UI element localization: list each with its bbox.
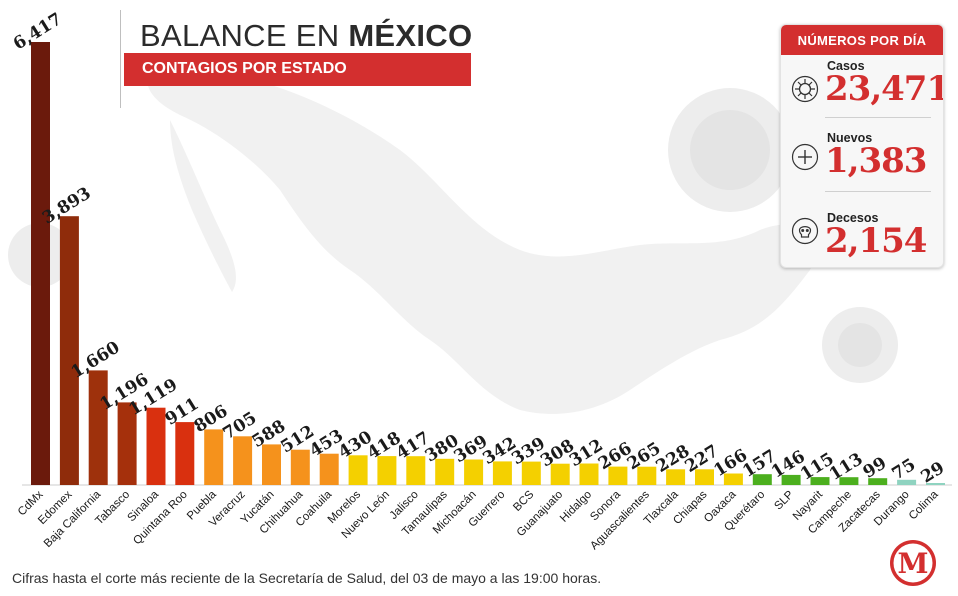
- bar: [839, 477, 859, 485]
- bar: [695, 469, 714, 485]
- stat-divider: [825, 191, 931, 192]
- panel-title: NÚMEROS POR DÍA: [781, 25, 943, 55]
- bar: [781, 474, 801, 485]
- stat-divider: [825, 117, 931, 118]
- category-label: BCS: [511, 488, 536, 513]
- new-cases-value: 1,383: [825, 141, 927, 181]
- bar: [926, 483, 945, 485]
- svg-text:M: M: [898, 547, 929, 580]
- page-title: BALANCE EN MÉXICO: [140, 18, 473, 53]
- cases-label: Casos: [827, 59, 865, 73]
- new-cases-label: Nuevos: [827, 131, 873, 145]
- bar: [752, 474, 772, 485]
- bar: [810, 477, 830, 485]
- bar: [31, 42, 50, 485]
- bar: [262, 444, 281, 485]
- category-label: Colima: [907, 488, 941, 522]
- subtitle-banner: [124, 53, 471, 86]
- bar: [146, 407, 166, 485]
- category-label: SLP: [772, 488, 796, 512]
- milenio-logo: M: [890, 540, 936, 586]
- bar: [868, 478, 888, 485]
- cases-value: 23,471: [825, 69, 944, 109]
- bar: [435, 458, 455, 485]
- deaths-value: 2,154: [825, 221, 927, 261]
- daily-numbers-panel: NÚMEROS POR DÍA Casos 23,471 Nuevos 1,38…: [780, 24, 944, 268]
- bar: [492, 461, 512, 485]
- skull-icon: [791, 217, 819, 245]
- bar: [348, 455, 368, 485]
- bar: [88, 370, 108, 485]
- bar: [579, 463, 599, 485]
- bar: [897, 479, 917, 485]
- bar: [204, 429, 224, 485]
- bar: [637, 466, 657, 485]
- bar: [59, 216, 79, 485]
- deaths-label: Decesos: [827, 211, 879, 225]
- bar: [377, 456, 397, 485]
- bar: [290, 449, 310, 485]
- bar: [406, 456, 426, 485]
- bar: [608, 466, 628, 485]
- bar: [521, 461, 541, 485]
- bar: [319, 453, 339, 485]
- plus-icon: [791, 143, 819, 171]
- bar: [550, 463, 570, 485]
- bar: [175, 422, 195, 485]
- chart-subtitle: CONTAGIOS POR ESTADO: [142, 60, 347, 77]
- title-divider: [120, 10, 121, 108]
- source-footnote: Cifras hasta el corte más reciente de la…: [12, 570, 602, 586]
- bar: [666, 469, 686, 485]
- bar: [464, 459, 484, 485]
- virus-icon: [791, 75, 819, 103]
- bar: [117, 402, 137, 485]
- bar: [233, 436, 253, 485]
- category-label: Hidalgo: [558, 489, 594, 525]
- bar: [723, 473, 743, 485]
